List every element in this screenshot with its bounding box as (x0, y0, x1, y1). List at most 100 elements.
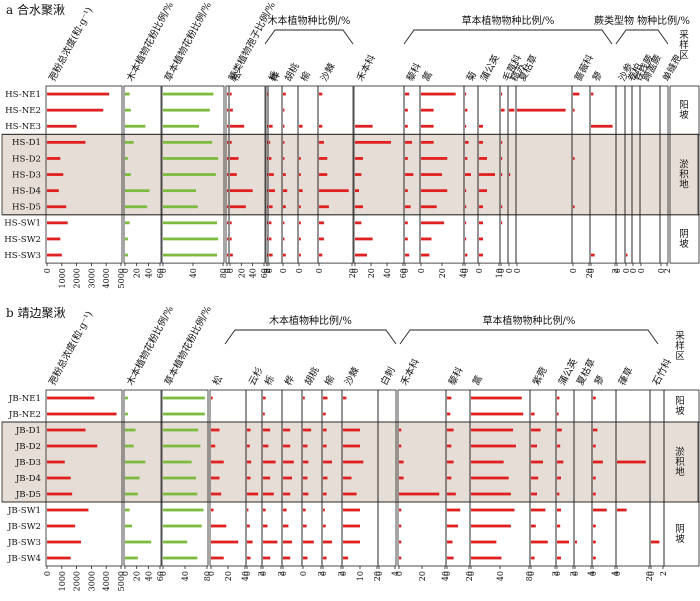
sample-label: JB-SW1 (7, 506, 41, 516)
bar (47, 412, 117, 416)
bar (299, 205, 301, 209)
bar (465, 237, 467, 241)
bar (479, 140, 483, 144)
bracket-line (264, 29, 354, 45)
bar (263, 508, 266, 512)
sample-label: JB-SW2 (7, 522, 41, 532)
bar (465, 253, 468, 257)
bar (355, 173, 362, 176)
group-label: 草本植物物种比例/% (483, 314, 576, 327)
bar (593, 524, 596, 528)
bar (421, 157, 448, 160)
bar (283, 140, 285, 144)
tick-label: 2 (611, 268, 620, 273)
group-bracket: 蕨类型物 物种比例/% (594, 14, 690, 45)
bar (405, 92, 410, 96)
bar (593, 460, 603, 464)
bar (471, 460, 504, 464)
bar (557, 508, 561, 512)
bar (405, 189, 408, 193)
bracket-line (615, 29, 669, 45)
tick-label: 0 (569, 268, 578, 273)
tick-label: 0 (505, 268, 514, 273)
bar (501, 173, 503, 176)
bar (465, 205, 467, 209)
bar (479, 237, 483, 241)
column-label: 胡桃 (302, 365, 322, 388)
bar (269, 189, 275, 193)
tick-label: 40 (144, 268, 153, 278)
tick-label: 3000 (87, 571, 96, 591)
tick-label: 2 (337, 571, 346, 576)
bar (447, 396, 452, 400)
bar (323, 476, 328, 480)
bar (125, 524, 132, 528)
bar (447, 540, 453, 544)
svg-text:采: 采 (679, 30, 689, 41)
bar (509, 173, 511, 176)
bar (163, 189, 196, 193)
svg-text:区: 区 (679, 50, 689, 61)
tick-label: 4000 (102, 268, 111, 288)
tick-label: 0 (622, 268, 631, 273)
bar (465, 157, 468, 160)
bar (471, 524, 511, 528)
sample-label: HS-NE1 (5, 90, 41, 100)
bar (47, 492, 73, 496)
bar (355, 237, 373, 241)
bar (355, 157, 363, 160)
bar (501, 108, 505, 112)
bar (211, 556, 224, 560)
tick-label: 20 (224, 571, 233, 581)
group-bracket: 草本植物物种比例/% (403, 14, 613, 45)
bar (319, 140, 324, 144)
bar (230, 140, 232, 144)
column-label: 石竹科 (650, 356, 674, 387)
column-12: 蒿 0 20 40 (417, 69, 468, 278)
tick-label: 0 (553, 571, 562, 576)
bar (283, 237, 285, 241)
bar (163, 108, 210, 112)
bar (47, 205, 67, 209)
bar (267, 173, 268, 176)
bar (163, 140, 213, 144)
bar (323, 460, 332, 464)
bar (447, 524, 458, 528)
panel-a: a 合水聚湫 HS-NE1 HS-NE2 HS-NE3 HS-D1 HS-D2 HS-D3 H… (1, 0, 700, 288)
tick-label: 2 (277, 571, 286, 576)
tick-label: 2 (257, 571, 266, 576)
bar (557, 492, 560, 496)
group-label: 木本植物种比例/% (268, 14, 351, 27)
bar (303, 492, 309, 496)
bar (343, 444, 360, 448)
tick-label: 80 (219, 268, 228, 278)
svg-text:阴: 阴 (675, 524, 685, 535)
tick-label: 20 (373, 571, 382, 581)
tick-label: 0 (243, 571, 252, 576)
bar (125, 157, 128, 160)
bar (575, 540, 577, 544)
bar (163, 508, 204, 512)
bar (531, 412, 535, 416)
svg-text:坡: 坡 (679, 109, 689, 121)
bar (531, 524, 536, 528)
tick-label: 0 (263, 268, 272, 273)
column-label: 云杉 (246, 365, 266, 388)
bar (617, 508, 627, 512)
bar (163, 237, 219, 241)
bar (471, 396, 522, 400)
bar (47, 428, 86, 432)
sample-label: JB-SW4 (7, 554, 42, 564)
bar (531, 540, 548, 544)
panel-b: b 靖边聚湫 JB-NE1 JB-NE2 JB-D1 JB-D2 JB-D3 JB-D4 JB… (1, 304, 700, 591)
sample-label: HS-NE2 (5, 106, 41, 116)
sample-label: JB-NE2 (8, 410, 41, 420)
tick-label: 2000 (73, 268, 82, 288)
bar (263, 412, 265, 416)
bar (593, 476, 596, 480)
svg-text:地: 地 (675, 466, 685, 478)
column-17: 蓼0 4 (589, 373, 620, 576)
tick-label: 80 (203, 571, 212, 581)
bar (230, 221, 232, 225)
bar (299, 189, 303, 193)
